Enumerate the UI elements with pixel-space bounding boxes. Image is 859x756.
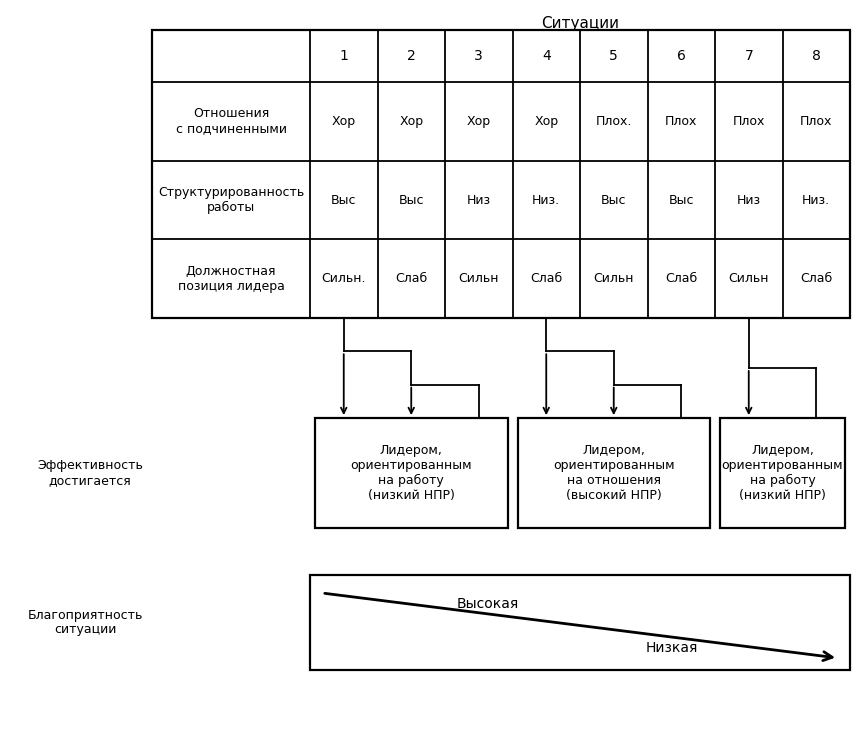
Text: Выс: Выс [668, 194, 694, 206]
Text: Плох.: Плох. [595, 115, 632, 128]
Text: Структурированность
работы: Структурированность работы [158, 186, 304, 214]
Text: Хор: Хор [534, 115, 558, 128]
Text: 2: 2 [407, 49, 416, 63]
Text: Низ.: Низ. [802, 194, 831, 206]
Text: Должностная
позиция лидера: Должностная позиция лидера [178, 265, 284, 293]
Bar [152, 30, 850, 318]
Text: Сильн: Сильн [459, 272, 499, 285]
Text: Низ: Низ [737, 194, 761, 206]
Text: 5: 5 [609, 49, 618, 63]
Bar [720, 418, 845, 528]
Text: Хор: Хор [332, 115, 356, 128]
Text: Слаб: Слаб [800, 272, 832, 285]
Text: 1: 1 [339, 49, 348, 63]
Text: 6: 6 [677, 49, 685, 63]
Bar [310, 575, 850, 670]
Text: Благоприятность
ситуации: Благоприятность ситуации [27, 609, 143, 637]
Text: Низ: Низ [466, 194, 490, 206]
Text: Слаб: Слаб [665, 272, 698, 285]
Text: 3: 3 [474, 49, 483, 63]
Text: Сильн.: Сильн. [321, 272, 366, 285]
Bar [517, 418, 710, 528]
Text: 4: 4 [542, 49, 551, 63]
Text: Плох: Плох [665, 115, 698, 128]
Text: Выс: Выс [331, 194, 356, 206]
Text: Отношения
с подчиненными: Отношения с подчиненными [175, 107, 287, 135]
Text: Плох: Плох [733, 115, 765, 128]
Text: 7: 7 [745, 49, 753, 63]
Text: Высокая: Высокая [457, 597, 520, 611]
Text: Выс: Выс [601, 194, 626, 206]
Text: Лидером,
ориентированным
на работу
(низкий НПР): Лидером, ориентированным на работу (низк… [350, 444, 472, 502]
Text: Сильн: Сильн [594, 272, 634, 285]
Text: Плох: Плох [800, 115, 832, 128]
Text: Эффективность
достигается: Эффективность достигается [37, 459, 143, 487]
Text: Слаб: Слаб [395, 272, 428, 285]
Text: Низ.: Низ. [533, 194, 560, 206]
Text: Выс: Выс [399, 194, 424, 206]
Text: Хор: Хор [466, 115, 490, 128]
Text: Лидером,
ориентированным
на отношения
(высокий НПР): Лидером, ориентированным на отношения (в… [553, 444, 674, 502]
Text: Слаб: Слаб [530, 272, 563, 285]
Text: Низкая: Низкая [646, 641, 698, 655]
Text: Лидером,
ориентированным
на работу
(низкий НПР): Лидером, ориентированным на работу (низк… [722, 444, 844, 502]
Text: Сильн: Сильн [728, 272, 769, 285]
Text: Хор: Хор [399, 115, 423, 128]
Text: Ситуации: Ситуации [541, 16, 619, 31]
Text: 8: 8 [812, 49, 820, 63]
Bar [315, 418, 508, 528]
